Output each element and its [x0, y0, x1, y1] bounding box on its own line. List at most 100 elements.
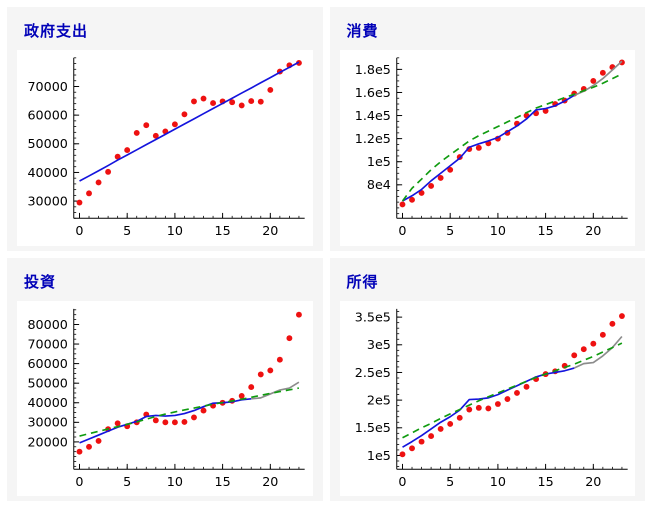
data-point: [589, 340, 596, 347]
x-tick-label: 15: [215, 223, 231, 238]
series-alt-model: [401, 341, 622, 439]
axes: [395, 57, 628, 219]
x-tick-label: 5: [123, 223, 131, 238]
data-point: [504, 395, 510, 402]
data-point: [76, 448, 83, 455]
data-point: [124, 147, 131, 154]
chart-income: 1e5 1.5e5 2e5 2.5e5 3e5 3.5e5 0 5 10 15 20: [339, 300, 635, 497]
data-point: [133, 129, 140, 136]
y-tick-label: 50000: [27, 375, 67, 390]
x-tick-label: 0: [398, 223, 406, 238]
chart-card-investment: 投資 20000 30000 40000 50000 60000 70000 80000 0 5…: [7, 257, 323, 501]
series-observed: [399, 312, 625, 457]
y-tick-label: 3.5e5: [354, 309, 390, 324]
chart-title: 政府支出: [24, 22, 89, 40]
x-tick-label: 20: [585, 223, 601, 238]
data-point: [608, 320, 615, 327]
x-tick-label: 0: [75, 223, 83, 238]
axes: [395, 308, 628, 470]
x-axis-ticks: 0 5 10 15 20: [398, 463, 622, 488]
plot-canvas: 8e4 1e5 1.2e5 1.4e5 1.6e5 1.8e5 0 5 10 15 20: [354, 57, 628, 238]
y-tick-label: 2e5: [366, 392, 390, 407]
data-point: [181, 111, 188, 118]
y-tick-label: 60000: [27, 108, 67, 123]
series-alt-model: [79, 386, 300, 437]
y-tick-label: 1e5: [366, 154, 390, 169]
y-tick-label: 30000: [27, 414, 67, 429]
y-tick-label: 30000: [27, 194, 67, 209]
series-observed: [76, 60, 302, 206]
y-axis-ticks: 20000 30000 40000 50000 60000 70000 80000: [27, 308, 80, 467]
data-point: [95, 179, 102, 186]
x-axis-ticks: 0 5 10 15 20: [75, 463, 300, 488]
data-point: [276, 356, 283, 363]
x-tick-label: 5: [123, 473, 131, 488]
data-point: [86, 443, 92, 450]
x-tick-label: 0: [75, 473, 83, 488]
data-point: [475, 144, 482, 151]
data-point: [523, 383, 529, 390]
data-point: [580, 345, 587, 352]
y-tick-label: 1.4e5: [354, 108, 390, 123]
data-point: [599, 331, 606, 338]
chart-government-spending: 30000 40000 50000 60000 70000 0 5 10 15 20: [17, 50, 313, 246]
x-tick-label: 20: [585, 473, 601, 488]
y-tick-label: 40000: [27, 165, 67, 180]
data-point: [437, 425, 444, 432]
data-point: [286, 334, 293, 341]
y-tick-label: 1e5: [366, 447, 390, 462]
y-tick-label: 1.5e5: [354, 420, 390, 435]
data-point: [248, 98, 255, 105]
data-point: [475, 404, 482, 411]
x-axis-ticks: 0 5 10 15 20: [75, 212, 300, 238]
y-tick-label: 1.2e5: [354, 131, 390, 146]
y-axis-ticks: 8e4 1e5 1.2e5 1.4e5 1.6e5 1.8e5: [354, 57, 402, 215]
data-point: [200, 95, 207, 102]
data-point: [399, 450, 405, 457]
data-point: [114, 153, 121, 160]
data-point: [399, 201, 405, 208]
chart-title: 所得: [346, 272, 379, 291]
chart-title: 投資: [24, 272, 57, 291]
x-tick-label: 10: [489, 223, 505, 238]
data-point: [267, 86, 274, 93]
data-point: [427, 432, 434, 439]
data-point: [570, 351, 577, 358]
y-tick-label: 80000: [27, 316, 67, 331]
data-point: [171, 121, 178, 128]
data-point: [238, 392, 245, 399]
data-point: [418, 438, 424, 445]
x-tick-label: 10: [167, 223, 183, 238]
y-tick-label: 1.8e5: [354, 62, 390, 77]
x-axis-ticks: 0 5 10 15 20: [398, 212, 622, 238]
data-point: [162, 418, 169, 425]
data-point: [599, 69, 606, 76]
series-forecast: [251, 381, 300, 400]
data-point: [437, 174, 444, 181]
y-tick-label: 3e5: [366, 337, 390, 352]
y-tick-label: 70000: [27, 79, 67, 94]
plot-canvas: 20000 30000 40000 50000 60000 70000 80000 0 5 10 1…: [27, 308, 305, 488]
x-tick-label: 20: [262, 473, 278, 488]
alt-model-line: [79, 386, 300, 437]
data-point: [296, 311, 302, 318]
data-point: [191, 98, 197, 105]
axes: [73, 57, 305, 219]
data-point: [76, 199, 83, 206]
y-tick-label: 8e4: [366, 177, 390, 192]
forecast-line: [573, 335, 623, 369]
chart-title: 消費: [346, 22, 379, 40]
chart-consumption: 8e4 1e5 1.2e5 1.4e5 1.6e5 1.8e5 0 5 10 15 20: [339, 50, 635, 246]
data-point: [267, 367, 274, 373]
data-point: [200, 407, 207, 414]
chart-card-consumption: 消費 8e4 1e5 1.2e5 1.4e5 1.6e5 1.8e5 0 5 10 15 20: [329, 7, 645, 251]
data-point: [171, 418, 178, 425]
axes: [73, 308, 305, 470]
x-tick-label: 0: [398, 473, 406, 488]
series-fit: [401, 94, 575, 202]
data-point: [238, 102, 245, 109]
data-point: [114, 419, 121, 426]
data-point: [191, 413, 197, 420]
data-point: [618, 59, 625, 66]
y-tick-label: 70000: [27, 336, 67, 351]
